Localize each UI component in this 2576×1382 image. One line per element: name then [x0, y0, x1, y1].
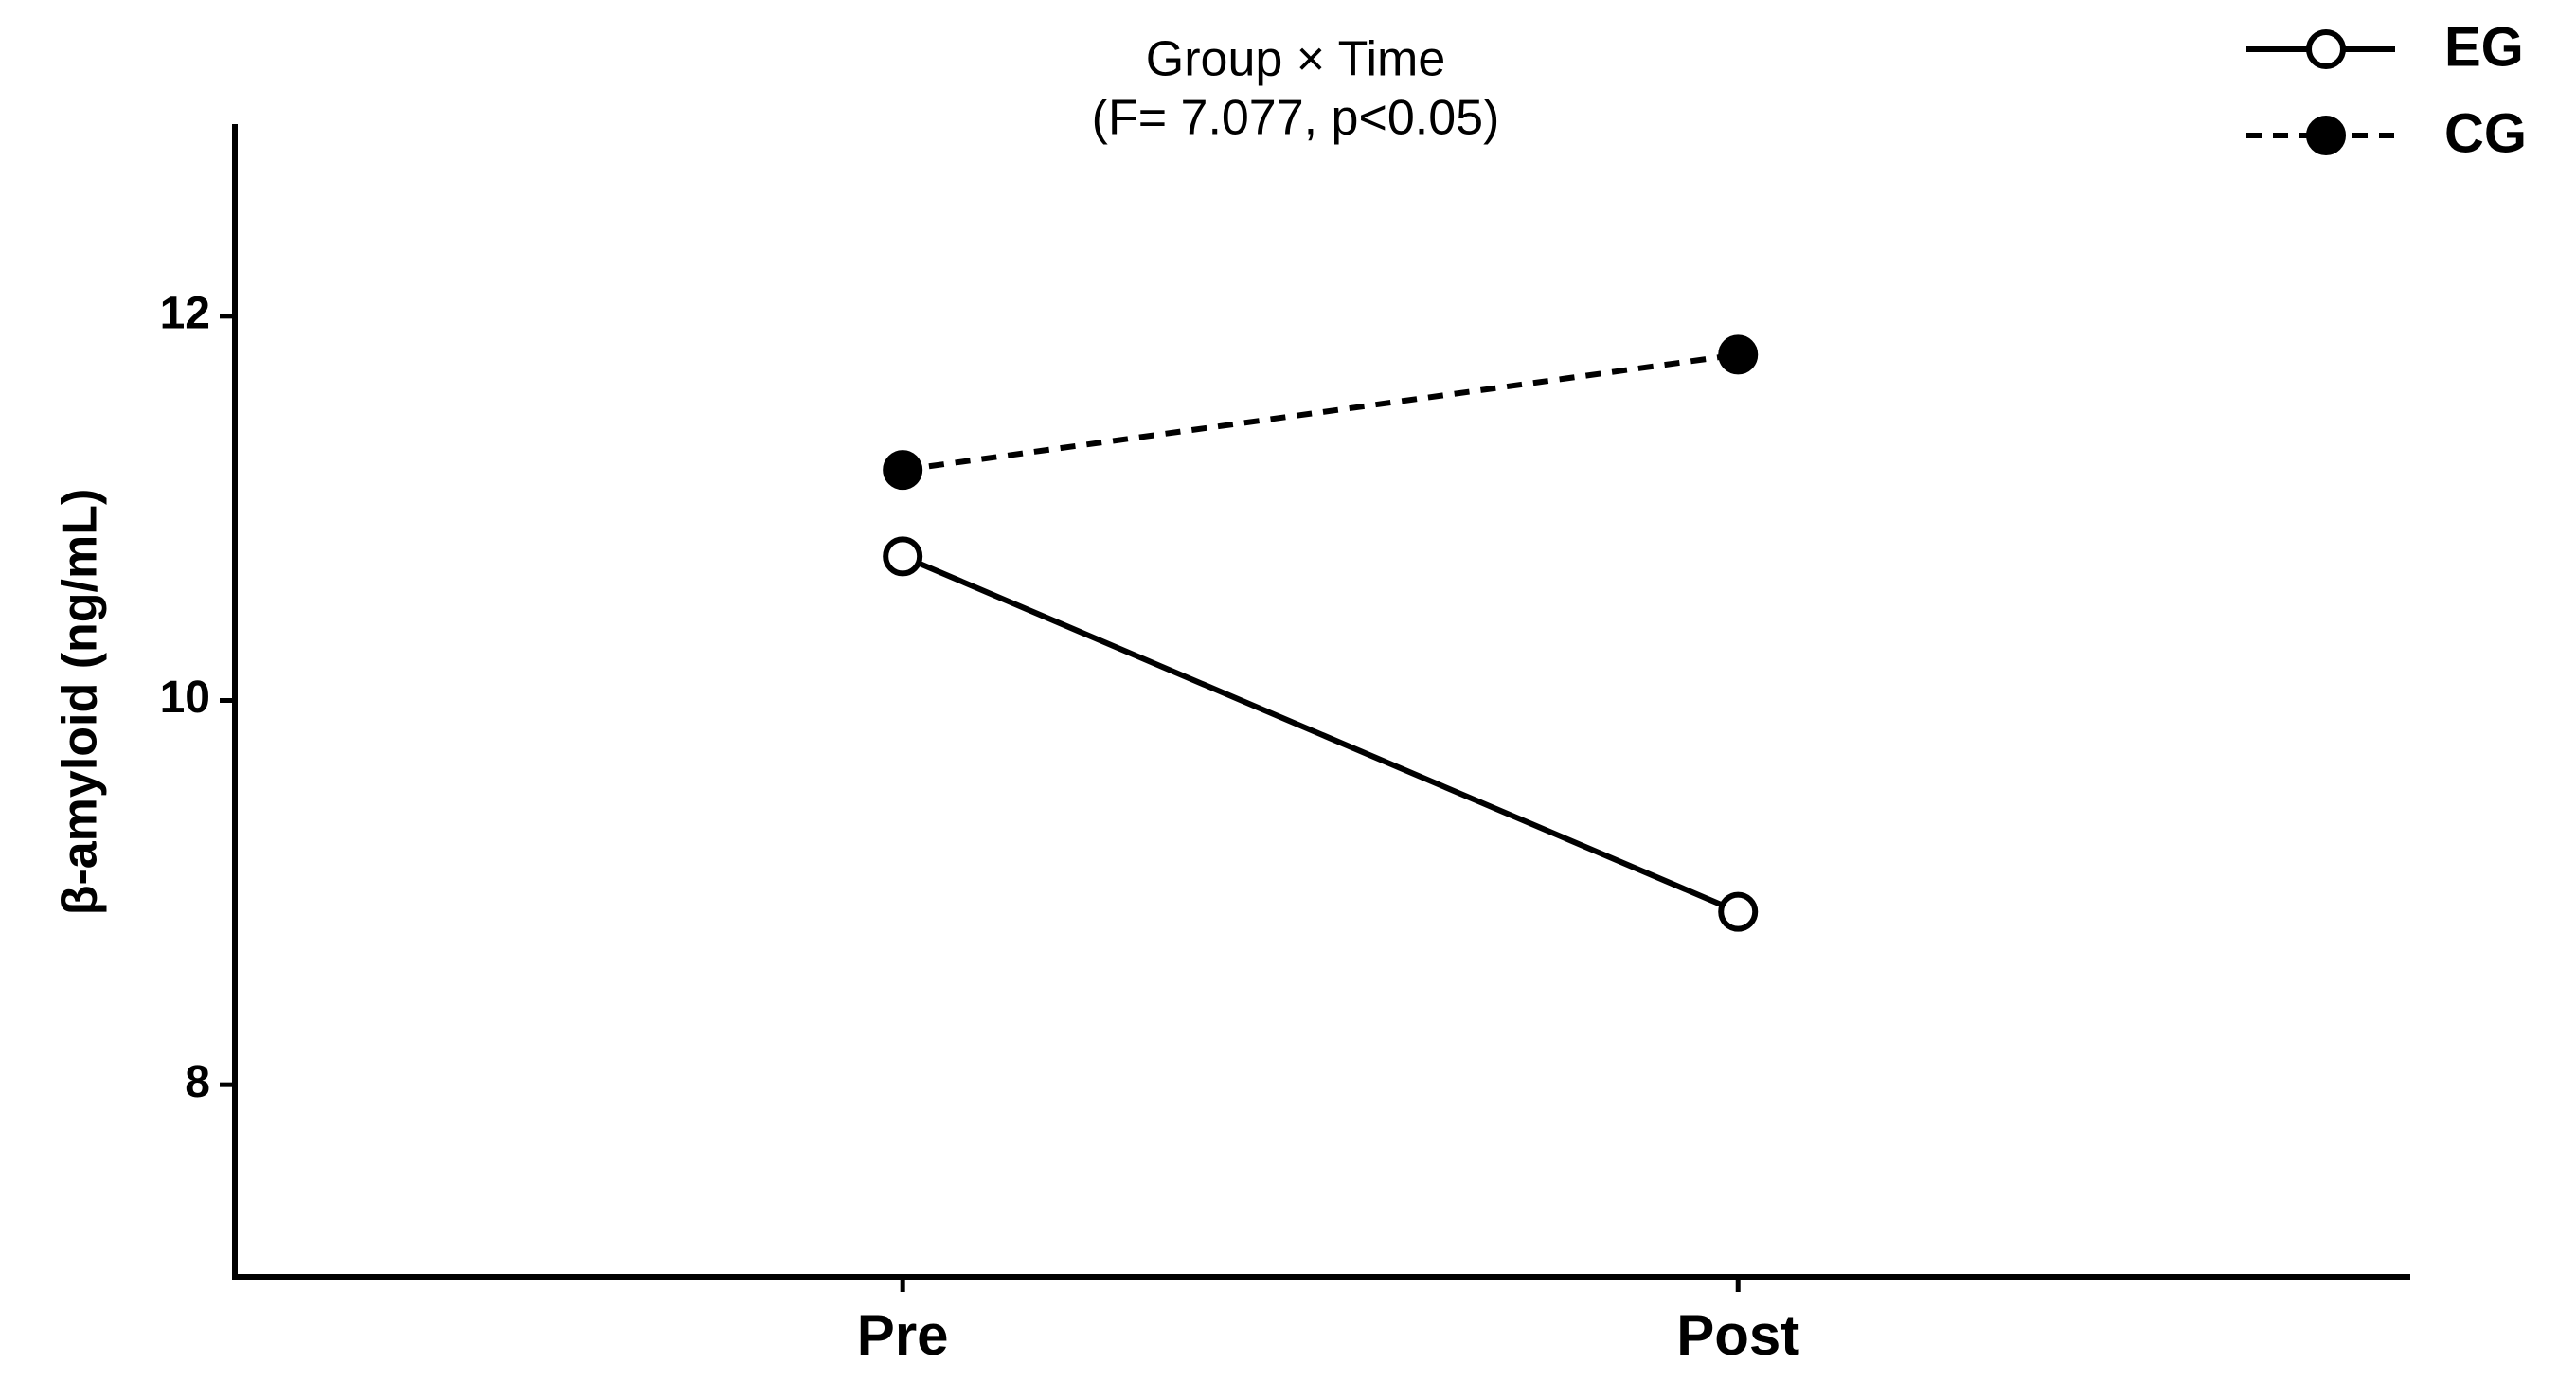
y-axis-label: β-amyloid (ng/mL)	[53, 489, 108, 916]
data-point	[1718, 334, 1759, 375]
data-point	[883, 450, 923, 491]
legend-label: EG	[2444, 16, 2524, 78]
chart-title: Group × Time	[1146, 32, 1445, 87]
data-point	[883, 536, 923, 577]
legend-marker	[2306, 29, 2346, 69]
legend-marker	[2306, 116, 2346, 155]
x-tick-label: Post	[1676, 1303, 1799, 1367]
x-tick-label: Pre	[857, 1303, 949, 1367]
legend-label: CG	[2444, 102, 2527, 164]
y-tick-label: 12	[160, 289, 210, 339]
y-tick-label: 10	[160, 673, 210, 723]
series-line	[902, 351, 1739, 474]
chart-subtitle: (F= 7.077, p<0.05)	[1092, 91, 1500, 146]
y-tick-label: 8	[185, 1057, 210, 1107]
data-point	[1718, 891, 1759, 932]
series-line	[902, 553, 1740, 915]
